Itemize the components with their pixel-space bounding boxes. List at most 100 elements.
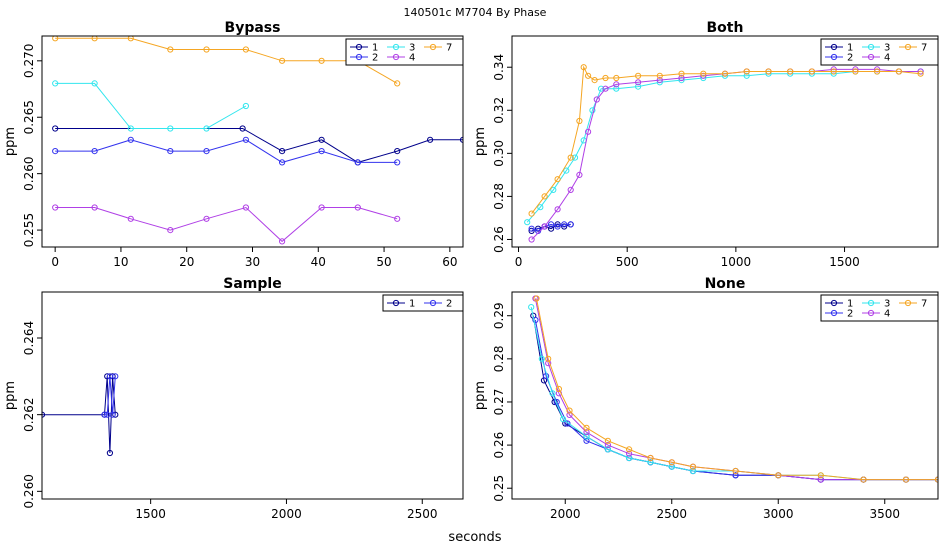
- data-point-7: [874, 68, 881, 75]
- legend-label-2: 2: [847, 309, 853, 320]
- data-point-4: [203, 215, 210, 222]
- legend-marker-7: [904, 43, 912, 51]
- data-point-2: [91, 148, 98, 155]
- y-axis-label: ppm: [3, 381, 18, 410]
- data-point-7: [647, 454, 654, 462]
- data-point-7: [580, 64, 587, 71]
- data-point-3: [524, 219, 531, 226]
- data-point-2: [127, 136, 134, 143]
- data-point-2: [548, 221, 555, 228]
- data-point-4: [626, 450, 633, 457]
- data-point-2: [564, 420, 571, 427]
- data-point-2: [242, 136, 249, 143]
- y-tick-label: 0.260: [22, 474, 36, 508]
- y-tick-label: 0.255: [22, 213, 36, 247]
- data-point-4: [567, 186, 574, 193]
- data-point-4: [583, 429, 590, 436]
- series-line-1: [531, 223, 571, 232]
- x-tick-label: 2000: [550, 507, 581, 521]
- y-axis-label: ppm: [3, 127, 18, 156]
- x-tick-label: 0: [515, 255, 523, 269]
- data-point-2: [561, 221, 568, 228]
- data-point-1: [52, 125, 59, 132]
- series-line-7: [531, 65, 921, 214]
- legend: 12 34 7: [345, 38, 464, 66]
- legend-marker-1: [392, 299, 400, 307]
- figure-suptitle: 140501c M7704 By Phase: [404, 6, 547, 19]
- legend: 12 34 7: [820, 38, 939, 66]
- data-point-7: [656, 72, 663, 79]
- series-line-1: [532, 315, 938, 481]
- y-tick-label: 0.262: [22, 397, 36, 431]
- data-point-3: [550, 186, 557, 193]
- data-point-7: [318, 57, 325, 64]
- data-point-7: [613, 74, 620, 82]
- plot-frame: [511, 291, 939, 500]
- legend-label-1: 1: [847, 43, 853, 54]
- series-line-2: [55, 139, 398, 163]
- data-point-3: [743, 72, 750, 79]
- data-point-7: [576, 117, 583, 125]
- data-point-7: [394, 80, 401, 87]
- x-tick-label: 2500: [656, 507, 687, 521]
- data-point-3: [613, 85, 620, 92]
- data-point-2: [167, 148, 174, 155]
- data-point-7: [700, 70, 707, 77]
- data-point-1: [318, 136, 325, 143]
- legend-label-4: 4: [884, 53, 890, 64]
- data-point-7: [591, 77, 598, 84]
- y-tick-label: 0.29: [492, 302, 506, 329]
- data-point-2: [583, 437, 590, 444]
- data-point-2: [318, 148, 325, 155]
- data-point-3: [647, 459, 654, 466]
- plot-frame: [41, 291, 464, 500]
- data-point-3: [538, 355, 545, 362]
- data-point-7: [668, 459, 675, 466]
- data-point-4: [678, 74, 685, 82]
- data-point-4: [545, 360, 552, 367]
- data-point-1: [106, 449, 114, 457]
- x-tick-label: 30: [245, 255, 260, 269]
- y-tick-label: 0.30: [492, 140, 506, 167]
- data-point-4: [554, 206, 561, 213]
- data-point-3: [563, 167, 570, 174]
- series-line-4: [531, 68, 921, 240]
- data-point-3: [91, 80, 98, 87]
- data-point-4: [604, 442, 612, 449]
- y-tick-label: 0.270: [22, 44, 36, 78]
- data-point-7: [127, 36, 134, 42]
- data-point-3: [549, 390, 556, 397]
- series-line-7: [536, 298, 938, 481]
- series-line-2: [531, 223, 571, 232]
- x-tick-label: 0: [51, 255, 59, 269]
- legend-label-3: 3: [884, 299, 890, 310]
- data-point-7: [902, 476, 910, 483]
- series-group: [528, 295, 938, 483]
- data-point-7: [934, 476, 938, 483]
- data-point-2: [554, 223, 561, 230]
- data-point-4: [585, 128, 592, 135]
- data-point-7: [765, 68, 772, 75]
- x-tick-label: 40: [311, 255, 326, 269]
- data-point-2: [394, 159, 401, 166]
- data-point-4: [279, 238, 286, 245]
- series-line-4: [534, 298, 938, 481]
- data-point-7: [732, 467, 739, 475]
- legend-label-2: 2: [446, 299, 452, 310]
- legend-box: [820, 294, 939, 322]
- data-point-7: [689, 463, 697, 470]
- data-point-7: [787, 68, 794, 75]
- legend-marker-2: [429, 299, 437, 307]
- x-tick-label: 1500: [829, 255, 860, 269]
- data-point-7: [91, 36, 98, 42]
- legend-label-3: 3: [884, 43, 890, 54]
- data-point-7: [635, 72, 642, 79]
- x-tick-label: 10: [113, 255, 128, 269]
- data-point-4: [602, 85, 609, 92]
- y-tick-label: 0.28: [492, 345, 506, 372]
- series-line-1: [55, 128, 463, 163]
- y-tick-label: 0.26: [492, 226, 506, 253]
